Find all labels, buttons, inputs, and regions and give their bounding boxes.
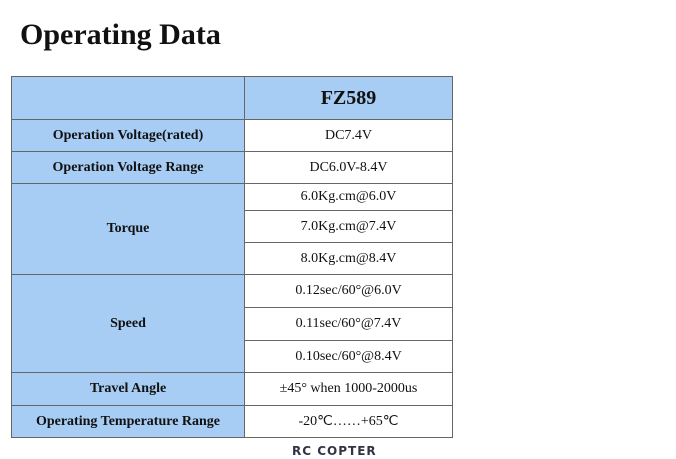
row-label: Travel Angle [11, 372, 245, 406]
title: Operating Data [20, 18, 221, 51]
row-value: DC7.4V [244, 119, 453, 152]
row-value: 0.11sec/60°@7.4V [244, 307, 453, 341]
row-value: DC6.0V-8.4V [244, 151, 453, 184]
row-value: 7.0Kg.cm@7.4V [244, 210, 453, 243]
row-value: -20℃……+65℃ [244, 405, 453, 438]
spec-table: FZ589 Operation Voltage(rated) DC7.4V Ope… [11, 76, 453, 438]
row-value: ±45° when 1000-2000us [244, 372, 453, 406]
row-value: 8.0Kg.cm@8.4V [244, 242, 453, 275]
row-label: Operation Voltage Range [11, 151, 245, 184]
row-label: Operation Voltage(rated) [11, 119, 245, 152]
header-blank [11, 76, 245, 120]
row-value: 6.0Kg.cm@6.0V [244, 183, 453, 211]
logo: RC COPTER [292, 444, 377, 458]
row-value: 0.10sec/60°@8.4V [244, 340, 453, 373]
row-label: Operating Temperature Range [11, 405, 245, 438]
row-label: Torque [11, 183, 245, 275]
row-label: Speed [11, 274, 245, 373]
row-value: 0.12sec/60°@6.0V [244, 274, 453, 308]
header-model: FZ589 [244, 76, 453, 120]
